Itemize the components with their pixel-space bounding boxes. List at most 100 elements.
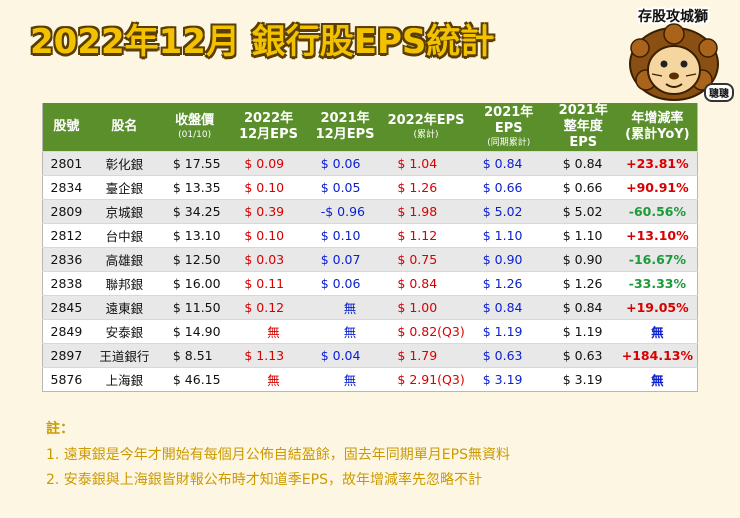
cell-code: 2838 (42, 271, 90, 296)
cell-code: 2836 (42, 247, 90, 272)
cell-name: 京城銀 (89, 199, 159, 224)
table-row: 2809 京城銀 $ 34.25 $ 0.39 -$ 0.96 $ 1.98 $ 5.02 $… (42, 199, 698, 224)
cell-eps-2021-dec: -$ 0.96 (306, 199, 384, 224)
cell-name: 王道銀行 (89, 343, 159, 368)
cell-eps-2022-cum: $ 1.26 (383, 175, 469, 200)
cell-code: 2812 (42, 223, 90, 248)
note-item: 1. 遠東銀是今年才開始有每個月公佈自結盈餘，固去年同期單月EPS無資料 (46, 447, 510, 463)
cell-name: 高雄銀 (89, 247, 159, 272)
cell-yoy: -16.67% (617, 247, 698, 272)
cell-eps-2022-cum: $ 2.91(Q3) (383, 367, 469, 392)
cell-eps-2022-dec: $ 0.12 (230, 295, 307, 320)
notes-section: 註： 1. 遠東銀是今年才開始有每個月公佈自結盈餘，固去年同期單月EPS無資料 … (46, 418, 510, 494)
table-row: 2897 王道銀行 $ 8.51 $ 1.13 $ 0.04 $ 1.79 $ 0.63 $ … (42, 343, 698, 368)
cell-eps-2021-dec: $ 0.05 (306, 175, 384, 200)
cell-eps-2021-year: $ 0.63 (548, 343, 618, 368)
table-row: 5876 上海銀 $ 46.15 無無 $ 2.91(Q3) $ 3.19 $ 3.19 無 (42, 367, 698, 392)
cell-eps-2022-dec: 無 (230, 367, 307, 392)
cell-yoy: +19.05% (617, 295, 698, 320)
cell-code: 2834 (42, 175, 90, 200)
cell-eps-2022-cum: $ 0.82(Q3) (383, 319, 469, 344)
cell-yoy: +23.81% (617, 151, 698, 176)
header-yoy: 年增減率 (累計YoY) (617, 103, 698, 152)
header-code: 股號 (42, 103, 90, 152)
cell-eps-2022-cum: $ 1.00 (383, 295, 469, 320)
cell-eps-2021-year: $ 5.02 (548, 199, 618, 224)
lion-mascot-icon (629, 23, 719, 101)
cell-eps-2021-year: $ 0.84 (548, 295, 618, 320)
cell-price: $ 8.51 (158, 343, 231, 368)
cell-eps-2022-dec: $ 0.09 (230, 151, 307, 176)
cell-price: $ 13.10 (158, 223, 231, 248)
cell-name: 聯邦銀 (89, 271, 159, 296)
cell-eps-2021-year: $ 1.10 (548, 223, 618, 248)
cell-eps-2022-dec: $ 0.39 (230, 199, 307, 224)
table-row: 2801 彰化銀 $ 17.55 $ 0.09 $ 0.06 $ 1.04 $ 0.84 $ … (42, 151, 698, 176)
cell-eps-2021-dec: $ 0.06 (306, 151, 384, 176)
table-row: 2812 台中銀 $ 13.10 $ 0.10 $ 0.10 $ 1.12 $ 1.10 $ … (42, 223, 698, 248)
cell-price: $ 12.50 (158, 247, 231, 272)
cell-code: 5876 (42, 367, 90, 392)
brand-logo: 存股攻城獅 聰聰 (612, 6, 734, 102)
cell-yoy: 無 (617, 367, 698, 392)
cell-eps-2021-dec: 無 (306, 367, 384, 392)
cell-name: 安泰銀 (89, 319, 159, 344)
table-row: 2838 聯邦銀 $ 16.00 $ 0.11 $ 0.06 $ 0.84 $ 1.26 $ … (42, 271, 698, 296)
cell-eps-2021-year: $ 0.84 (548, 151, 618, 176)
cell-code: 2897 (42, 343, 90, 368)
cell-eps-2022-dec: $ 1.13 (230, 343, 307, 368)
cell-price: $ 13.35 (158, 175, 231, 200)
table-row: 2836 高雄銀 $ 12.50 $ 0.03 $ 0.07 $ 0.75 $ 0.90 $ … (42, 247, 698, 272)
cell-name: 臺企銀 (89, 175, 159, 200)
header-name: 股名 (89, 103, 159, 152)
table-row: 2834 臺企銀 $ 13.35 $ 0.10 $ 0.05 $ 1.26 $ 0.66 $ … (42, 175, 698, 200)
cell-eps-2021-year: $ 0.90 (548, 247, 618, 272)
table-row: 2849 安泰銀 $ 14.90 無無 $ 0.82(Q3) $ 1.19 $ 1.19 無 (42, 319, 698, 344)
header-eps-2022-dec: 2022年 12月EPS (230, 103, 307, 152)
cell-eps-2021-cum: $ 0.63 (468, 343, 549, 368)
header-eps-2021-cum: 2021年EPS (同期累計) (468, 103, 549, 152)
cell-eps-2021-cum: $ 0.84 (468, 151, 549, 176)
cell-price: $ 11.50 (158, 295, 231, 320)
cell-eps-2021-cum: $ 0.90 (468, 247, 549, 272)
brand-name: 存股攻城獅 (638, 9, 708, 25)
cell-yoy: +13.10% (617, 223, 698, 248)
cell-eps-2021-cum: $ 1.19 (468, 319, 549, 344)
cell-eps-2022-dec: 無 (230, 319, 307, 344)
cell-eps-2022-dec: $ 0.11 (230, 271, 307, 296)
cell-code: 2801 (42, 151, 90, 176)
cell-price: $ 16.00 (158, 271, 231, 296)
cell-eps-2022-cum: $ 1.12 (383, 223, 469, 248)
cell-eps-2022-dec: $ 0.10 (230, 223, 307, 248)
cell-eps-2021-cum: $ 0.84 (468, 295, 549, 320)
cell-eps-2022-cum: $ 0.84 (383, 271, 469, 296)
cell-price: $ 46.15 (158, 367, 231, 392)
cell-eps-2021-cum: $ 1.26 (468, 271, 549, 296)
cell-eps-2021-year: $ 1.26 (548, 271, 618, 296)
cell-name: 上海銀 (89, 367, 159, 392)
cell-eps-2022-cum: $ 1.79 (383, 343, 469, 368)
cell-eps-2021-dec: $ 0.04 (306, 343, 384, 368)
cell-eps-2021-cum: $ 0.66 (468, 175, 549, 200)
cell-code: 2809 (42, 199, 90, 224)
cell-eps-2022-cum: $ 1.98 (383, 199, 469, 224)
cell-code: 2845 (42, 295, 90, 320)
cell-price: $ 17.55 (158, 151, 231, 176)
cell-name: 台中銀 (89, 223, 159, 248)
cell-eps-2021-dec: $ 0.06 (306, 271, 384, 296)
cell-eps-2021-dec: $ 0.07 (306, 247, 384, 272)
header-eps-2021-dec: 2021年 12月EPS (306, 103, 384, 152)
cell-eps-2021-year: $ 1.19 (548, 319, 618, 344)
table-header-row: 股號 股名 收盤價 (01/10) 2022年 12月EPS 2021年 12月EPS… (42, 103, 698, 152)
cell-yoy: +90.91% (617, 175, 698, 200)
cell-yoy: 無 (617, 319, 698, 344)
cell-eps-2021-cum: $ 3.19 (468, 367, 549, 392)
cell-name: 遠東銀 (89, 295, 159, 320)
cell-eps-2021-dec: 無 (306, 319, 384, 344)
header-price: 收盤價 (01/10) (158, 103, 231, 152)
cell-yoy: +184.13% (617, 343, 698, 368)
cell-eps-2021-year: $ 3.19 (548, 367, 618, 392)
cell-price: $ 14.90 (158, 319, 231, 344)
page-title: 2022年12月 銀行股EPS統計 (30, 22, 495, 62)
note-item: 2. 安泰銀與上海銀皆財報公布時才知道季EPS，故年增減率先忽略不計 (46, 472, 482, 488)
